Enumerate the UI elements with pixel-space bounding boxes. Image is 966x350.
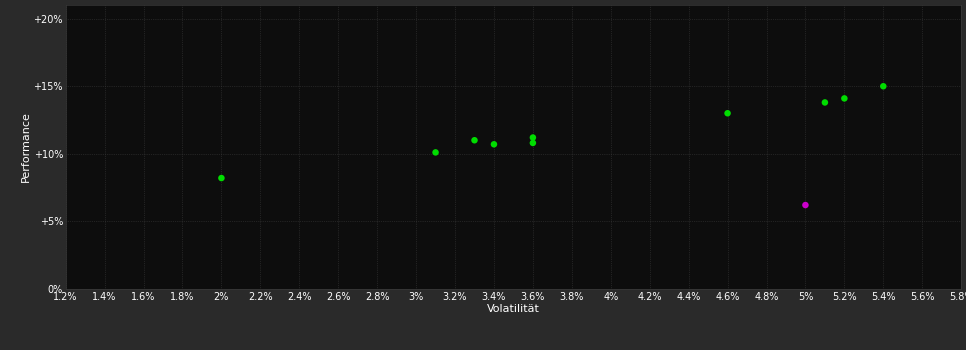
Point — [798, 202, 813, 208]
Point — [526, 140, 541, 146]
Point — [817, 100, 833, 105]
Point — [875, 83, 891, 89]
Point — [213, 175, 229, 181]
X-axis label: Volatilität: Volatilität — [487, 304, 540, 314]
Point — [837, 96, 852, 101]
Point — [720, 111, 735, 116]
Point — [526, 135, 541, 140]
Y-axis label: Performance: Performance — [20, 112, 31, 182]
Point — [428, 149, 443, 155]
Point — [486, 141, 501, 147]
Point — [467, 138, 482, 143]
